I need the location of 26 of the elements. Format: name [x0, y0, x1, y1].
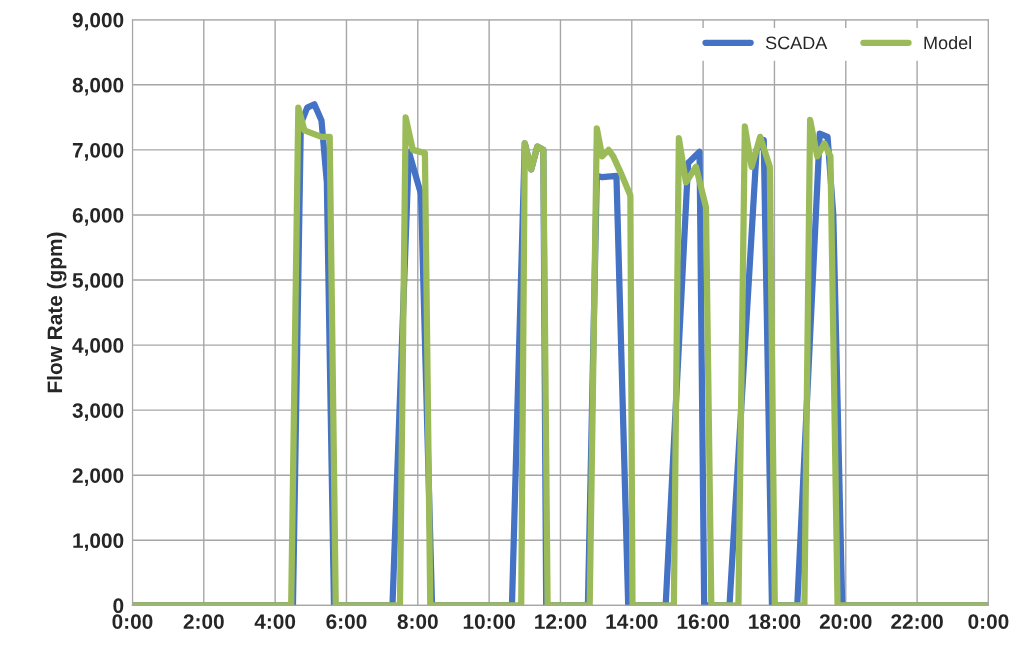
- x-tick-label: 18:00: [749, 614, 801, 629]
- y-tick-label: 4,000: [72, 338, 124, 356]
- x-tick-label: 6:00: [326, 614, 367, 629]
- x-tick-label: 8:00: [397, 614, 438, 629]
- x-tick-label: 16:00: [677, 614, 729, 629]
- y-tick-label: 8,000: [72, 77, 124, 96]
- x-tick-label: 14:00: [606, 614, 658, 629]
- y-tick-label: 2,000: [72, 468, 124, 486]
- y-tick-label: 0: [113, 598, 124, 614]
- y-axis-title: Flow Rate (gpm): [46, 232, 67, 393]
- y-tick-label: 5,000: [72, 273, 124, 291]
- x-tick-label: 12:00: [535, 614, 587, 629]
- x-tick-label: 20:00: [819, 614, 872, 629]
- y-tick-label: 3,000: [72, 403, 124, 421]
- y-tick-label: 1,000: [73, 533, 124, 552]
- legend-label: SCADA: [765, 36, 828, 50]
- y-tick-label: 6,000: [72, 207, 124, 226]
- x-tick-label: 2:00: [183, 614, 224, 629]
- y-tick-label: 7,000: [72, 142, 124, 161]
- y-tick-label: 9,000: [72, 12, 124, 31]
- x-tick-label: 10:00: [463, 614, 515, 629]
- x-tick-label: 0:00: [968, 614, 1009, 629]
- x-tick-label: 4:00: [254, 614, 296, 629]
- x-tick-label: 22:00: [891, 614, 943, 629]
- x-tick-label: 0:00: [112, 614, 153, 629]
- legend-label: Model: [924, 35, 971, 50]
